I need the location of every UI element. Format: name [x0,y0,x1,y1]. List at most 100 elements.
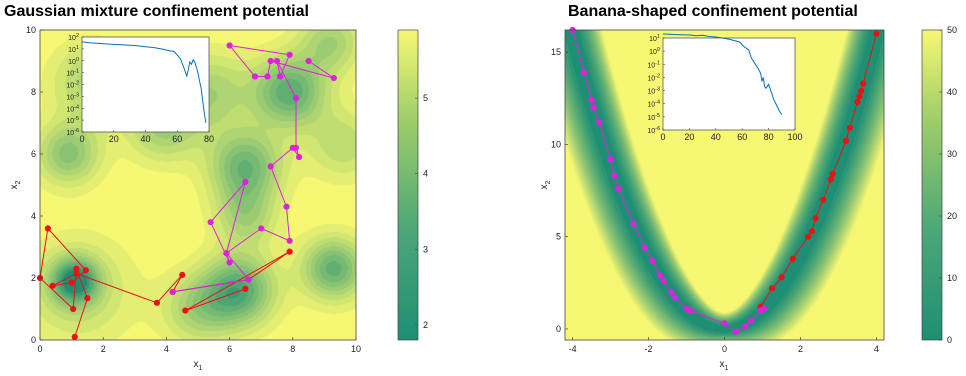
inset-x-tick-label-right: 100 [787,132,802,142]
inset-y-tick-label-right: 10-5 [647,113,660,122]
trajectory-point-left-0 [84,295,91,302]
colorbar-right: 0 10 20 30 40 50 [921,25,957,345]
y-tick-label-right: 15 [551,47,561,57]
y-tick-label-left: 4 [31,211,36,221]
x-tick-label-left: 6 [227,344,232,354]
trajectory-point-right-0 [778,274,785,281]
inset-x-tick-label-left: 40 [140,134,150,144]
inset-y-tick-label-right: 10-4 [647,100,660,109]
trajectory-point-left-0 [82,267,89,274]
trajectory-point-right-0 [812,215,819,222]
inset-y-tick-label-left: 10-6 [66,128,79,137]
colorbar-right-gradient [921,29,943,341]
trajectory-point-right-1 [630,220,637,227]
trajectory-point-right-1 [721,320,728,327]
trajectory-point-left-0 [242,285,249,292]
trajectory-point-left-0 [71,333,78,340]
trajectory-point-right-0 [856,93,863,100]
y-axis-label-right: x2 [539,180,552,189]
trajectory-point-right-1 [580,69,588,76]
y-tick-label-left: 10 [26,25,36,35]
trajectory-point-left-1 [292,144,300,151]
colorbar-left: 2 3 4 5 [397,29,428,341]
x-tick-label-left: 4 [164,344,169,354]
x-tick-label-left: 2 [101,344,106,354]
trajectory-point-left-1 [245,276,252,283]
trajectory-point-right-0 [789,255,796,262]
y-tick-label-left: 2 [31,273,36,283]
inset-x-tick-label-right: 20 [684,132,694,142]
inset-y-tick-label-left: 10-1 [66,69,79,78]
y-tick-label-left: 0 [31,335,36,345]
y-tick-label-left: 6 [31,149,36,159]
trajectory-point-right-0 [860,80,867,87]
inset-y-tick-label-left: 10-5 [66,116,79,125]
inset-x-tick-label-right: 60 [737,132,747,142]
y-axis-label-left: x2 [9,180,22,189]
inset-y-tick-label-left: 10-3 [66,92,79,101]
trajectory-point-right-1 [747,317,755,324]
trajectory-point-left-1 [251,73,258,80]
trajectory-point-right-1 [668,288,675,296]
trajectory-point-left-1 [226,259,233,266]
trajectory-point-left-1 [305,57,312,65]
plot-frame-left [39,29,357,341]
trajectory-point-left-0 [49,282,56,289]
trajectory-point-right-1 [757,307,764,314]
inset-y-tick-label-right: 10-2 [647,73,660,82]
trajectory-point-left-0 [73,270,80,277]
inset-x-tick-label-left: 20 [109,134,119,144]
trajectory-point-right-0 [846,124,853,131]
trajectory-point-right-1 [590,104,597,111]
x-tick-label-right: -4 [569,344,577,354]
x-tick-label-right: 0 [722,344,727,354]
colorbar-tick-label-right: 30 [947,149,957,159]
colorbar-left-gradient [397,29,419,341]
inset-x-tick-label-right: 40 [711,132,721,142]
colorbar-tick-label-left: 5 [423,93,428,103]
trajectory-point-right-1 [742,323,749,330]
trajectory-point-left-1 [286,51,293,58]
inset-y-tick-label-left: 10-2 [66,81,79,90]
inset-x-tick-label-right: 0 [660,132,665,142]
trajectory-point-left-1 [267,163,274,170]
trajectory-point-left-1 [292,95,300,102]
trajectory-point-right-1 [649,257,656,264]
x-tick-label-left: 8 [290,344,295,354]
y-tick-label-right: 0 [556,324,561,334]
x-axis-label-right: x1 [720,359,729,372]
trajectory-point-right-1 [732,328,739,335]
trajectory-point-left-1 [226,42,233,49]
inset-y-tick-label-left: 10-4 [66,104,79,113]
trajectory-point-right-0 [873,30,880,37]
trajectory-point-right-1 [615,185,622,192]
inset-frame-left [81,36,210,133]
trajectory-point-left-1 [267,57,274,65]
inset-x-tick-label-left: 0 [79,134,84,144]
colorbar-tick-label-right: 20 [947,211,957,221]
trajectory-point-right-0 [820,196,827,203]
trajectory-point-right-1 [611,172,618,179]
inset-series-right [662,33,783,115]
colorbar-tick-label-left: 3 [423,244,428,254]
trajectory-point-left-1 [242,178,249,185]
chart-title-left: Gaussian mixture confinement potential [4,3,309,20]
inset-frame-right [662,37,796,131]
trajectory-point-left-0 [286,248,293,255]
inset-y-tick-label-left: 102 [68,33,79,42]
inset-x-tick-label-right: 80 [764,132,774,142]
inset-y-tick-label-left: 100 [68,57,79,66]
trajectory-point-right-1 [588,97,595,104]
trajectory-point-right-0 [858,87,865,94]
trajectory-point-left-0 [182,307,189,314]
y-tick-label-right: 10 [551,139,561,149]
inset-x-tick-label-left: 60 [172,134,182,144]
y-tick-label-right: 5 [556,232,561,242]
trajectory-point-right-0 [854,98,861,106]
colorbar-tick-label-left: 2 [423,320,428,330]
trajectory-point-left-1 [296,154,303,161]
inset-y-tick-label-right: 10-1 [647,60,660,69]
trajectory-point-right-0 [829,170,836,178]
trajectory-point-left-1 [286,237,293,244]
